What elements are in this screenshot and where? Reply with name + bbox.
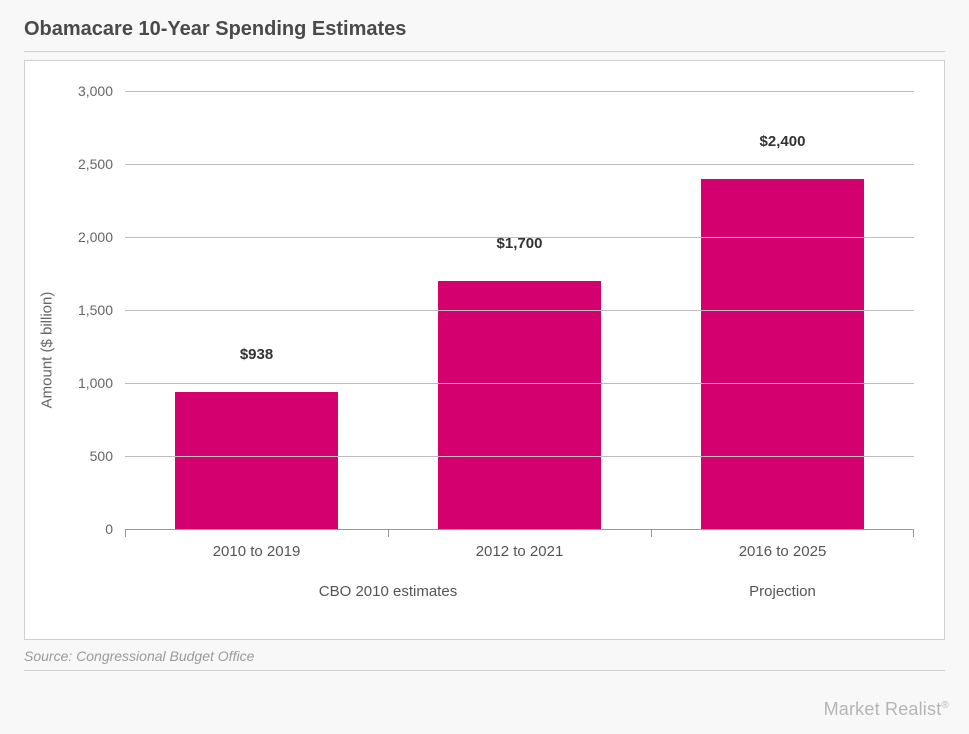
ytick-label: 1,000 [78, 375, 125, 391]
xtick: 2012 to 2021 [388, 529, 651, 560]
ytick-label: 0 [105, 521, 125, 537]
bar-value-label: $938 [240, 346, 273, 369]
bar [701, 179, 864, 529]
bottom-rule [24, 670, 945, 671]
gridline [125, 164, 914, 165]
chart-panel: Amount ($ billion) $938 $1,700 $2,400 0 500… [24, 60, 945, 640]
gridline [125, 456, 914, 457]
chart-title: Obamacare 10-Year Spending Estimates [24, 18, 945, 41]
ytick-label: 2,000 [78, 229, 125, 245]
top-rule [24, 51, 945, 52]
watermark: Market Realist® [824, 699, 949, 720]
group-label: CBO 2010 estimates [125, 583, 651, 600]
bar [438, 281, 601, 529]
gridline [125, 310, 914, 311]
gridline [125, 237, 914, 238]
plot-area: $938$1,700$2,400 05001,0001,5002,0002,50… [125, 91, 914, 529]
ytick-label: 2,500 [78, 156, 125, 172]
xtick: 2016 to 2025 [651, 529, 914, 560]
x-axis: 2010 to 20192012 to 20212016 to 2025 CBO… [125, 529, 914, 639]
xtick-mark [651, 529, 652, 537]
y-axis-label: Amount ($ billion) [39, 292, 56, 409]
xtick-mark [125, 529, 126, 537]
group-label: Projection [651, 583, 914, 600]
xtick-mark [388, 529, 389, 537]
xtick: 2010 to 2019 [125, 529, 388, 560]
xtick-label: 2012 to 2021 [388, 543, 651, 560]
bar [175, 392, 338, 529]
source-text: Source: Congressional Budget Office [24, 648, 945, 664]
bar-value-label: $1,700 [497, 235, 543, 258]
ytick-label: 1,500 [78, 302, 125, 318]
bar-value-label: $2,400 [760, 133, 806, 156]
gridline [125, 91, 914, 92]
gridline [125, 383, 914, 384]
xtick-label: 2010 to 2019 [125, 543, 388, 560]
ytick-label: 500 [90, 448, 125, 464]
xtick-label: 2016 to 2025 [651, 543, 914, 560]
xtick-mark [913, 529, 914, 537]
ytick-label: 3,000 [78, 83, 125, 99]
